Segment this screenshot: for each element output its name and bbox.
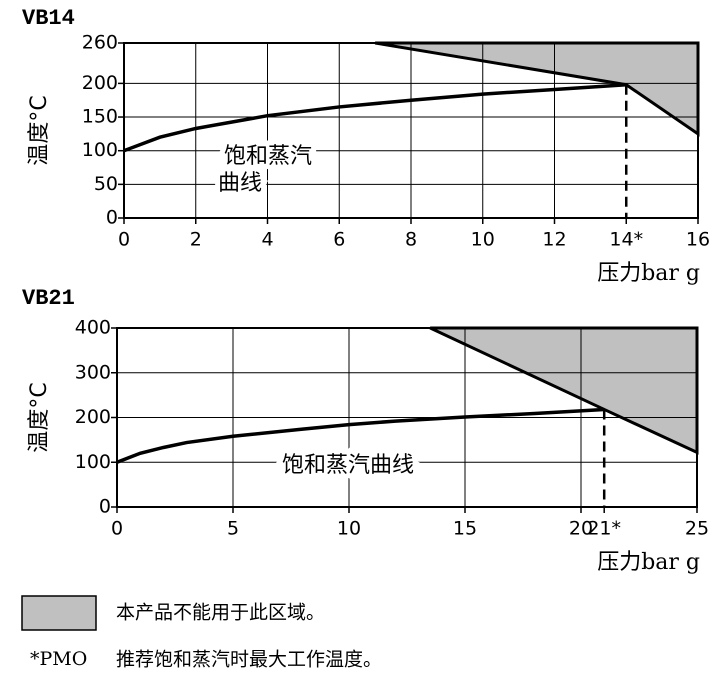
saturation-curve: [116, 407, 605, 464]
restricted-region: [374, 41, 700, 137]
y-tick-label: 0: [106, 207, 118, 229]
plot-frame: [123, 42, 699, 219]
y-tick-label: 400: [75, 317, 111, 339]
x-axis-label: 压力bar g: [597, 261, 700, 286]
y-tick-label: 200: [82, 72, 118, 94]
pmo-note: 推荐饱和蒸汽时最大工作温度。: [116, 649, 382, 671]
y-axis-label: 温度°C: [27, 95, 52, 165]
y-tick-label: 100: [75, 451, 111, 473]
x-tick-label: 14*: [609, 229, 643, 251]
plot-frame: [116, 327, 698, 508]
y-tick-label: 300: [75, 361, 111, 383]
restricted-region: [429, 326, 699, 455]
pmo-symbol: *PMO: [30, 648, 87, 670]
y-tick-label: 50: [94, 173, 118, 195]
x-tick-label: 0: [111, 518, 123, 540]
y-tick-label: 100: [82, 139, 118, 161]
chart-title: VB14: [22, 6, 75, 31]
curve-label: 曲线: [218, 171, 262, 196]
saturation-curve: [123, 82, 627, 153]
x-tick-label: 8: [405, 229, 417, 251]
x-tick-label: 10: [471, 229, 495, 251]
y-tick-label: 0: [99, 496, 111, 518]
y-tick-label: 260: [82, 32, 118, 54]
legend-text: 本产品不能用于此区域。: [116, 602, 325, 624]
x-axis-label: 压力bar g: [597, 550, 700, 575]
x-tick-label: 12: [542, 229, 566, 251]
chart-title: VB21: [22, 286, 75, 311]
legend-swatch: [21, 595, 97, 631]
x-tick-label: 15: [453, 518, 477, 540]
x-tick-label: 25: [685, 518, 709, 540]
curve-label: 饱和蒸汽曲线: [282, 453, 414, 478]
y-tick-label: 200: [75, 406, 111, 428]
y-axis-label: 温度°C: [27, 382, 52, 452]
curve-label: 饱和蒸汽: [224, 144, 312, 169]
x-tick-label: 16: [686, 229, 710, 251]
x-tick-label: 10: [337, 518, 361, 540]
x-tick-label: 2: [190, 229, 202, 251]
x-tick-label: 4: [261, 229, 273, 251]
x-tick-label: 5: [227, 518, 239, 540]
x-tick-label: 0: [118, 229, 130, 251]
y-tick-label: 150: [82, 106, 118, 128]
x-tick-label: 20: [569, 518, 593, 540]
x-tick-label: 21*: [587, 518, 621, 540]
x-tick-label: 6: [333, 229, 345, 251]
